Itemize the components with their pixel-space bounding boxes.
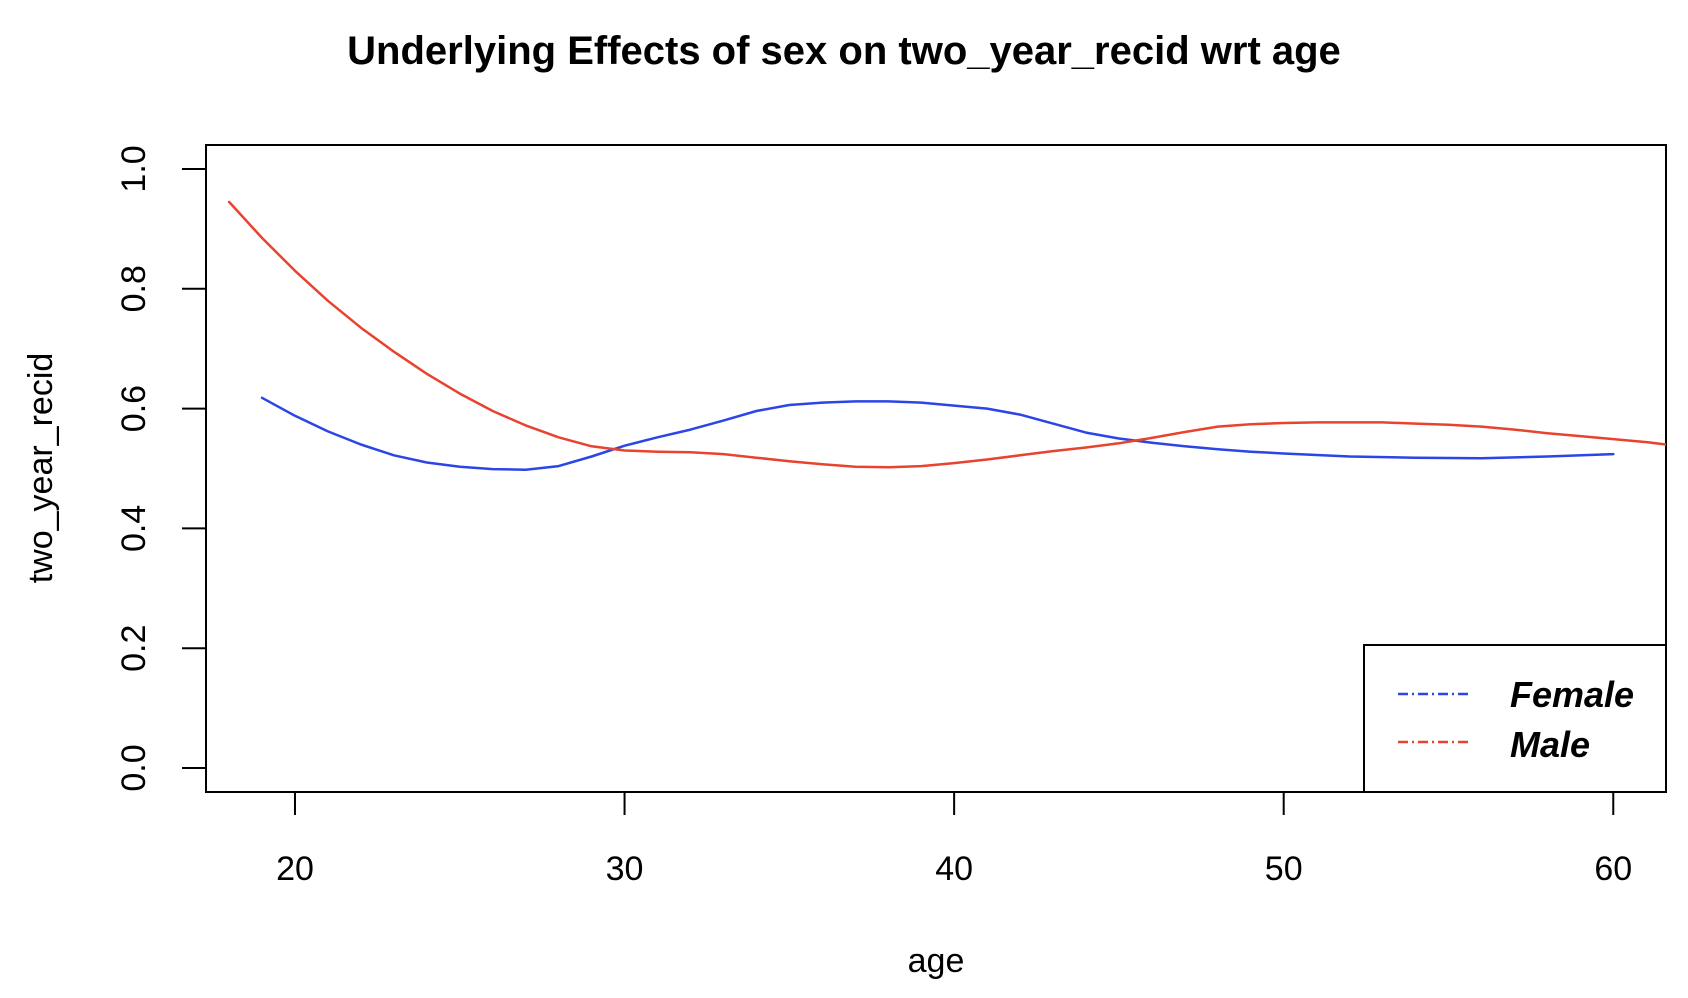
legend-label-male: Male	[1510, 724, 1590, 765]
x-axis-label: age	[908, 942, 965, 980]
legend-label-female: Female	[1510, 674, 1634, 715]
x-axis: 20 30 40 50 60	[276, 791, 1632, 888]
series-line-female	[260, 396, 1615, 471]
y-axis-label: two_year_recid	[22, 353, 60, 584]
legend-box	[1363, 644, 1667, 793]
x-tick-label: 20	[276, 850, 314, 888]
y-tick-label: 1.0	[115, 145, 153, 192]
series-layer	[227, 200, 1666, 471]
x-tick-label: 50	[1265, 850, 1303, 888]
legend: Female Male	[1363, 644, 1667, 793]
y-tick-label: 0.0	[115, 744, 153, 791]
chart-title: Underlying Effects of sex on two_year_re…	[347, 29, 1341, 73]
x-tick-label: 40	[935, 850, 973, 888]
y-tick-label: 0.6	[115, 385, 153, 432]
x-tick-label: 30	[606, 850, 644, 888]
y-axis: 0.0 0.2 0.4 0.6 0.8 1.0	[115, 145, 207, 792]
y-tick-label: 0.4	[115, 505, 153, 552]
x-tick-label: 60	[1594, 850, 1632, 888]
series-line-male	[227, 200, 1666, 469]
y-tick-label: 0.8	[115, 265, 153, 312]
y-tick-label: 0.2	[115, 625, 153, 672]
